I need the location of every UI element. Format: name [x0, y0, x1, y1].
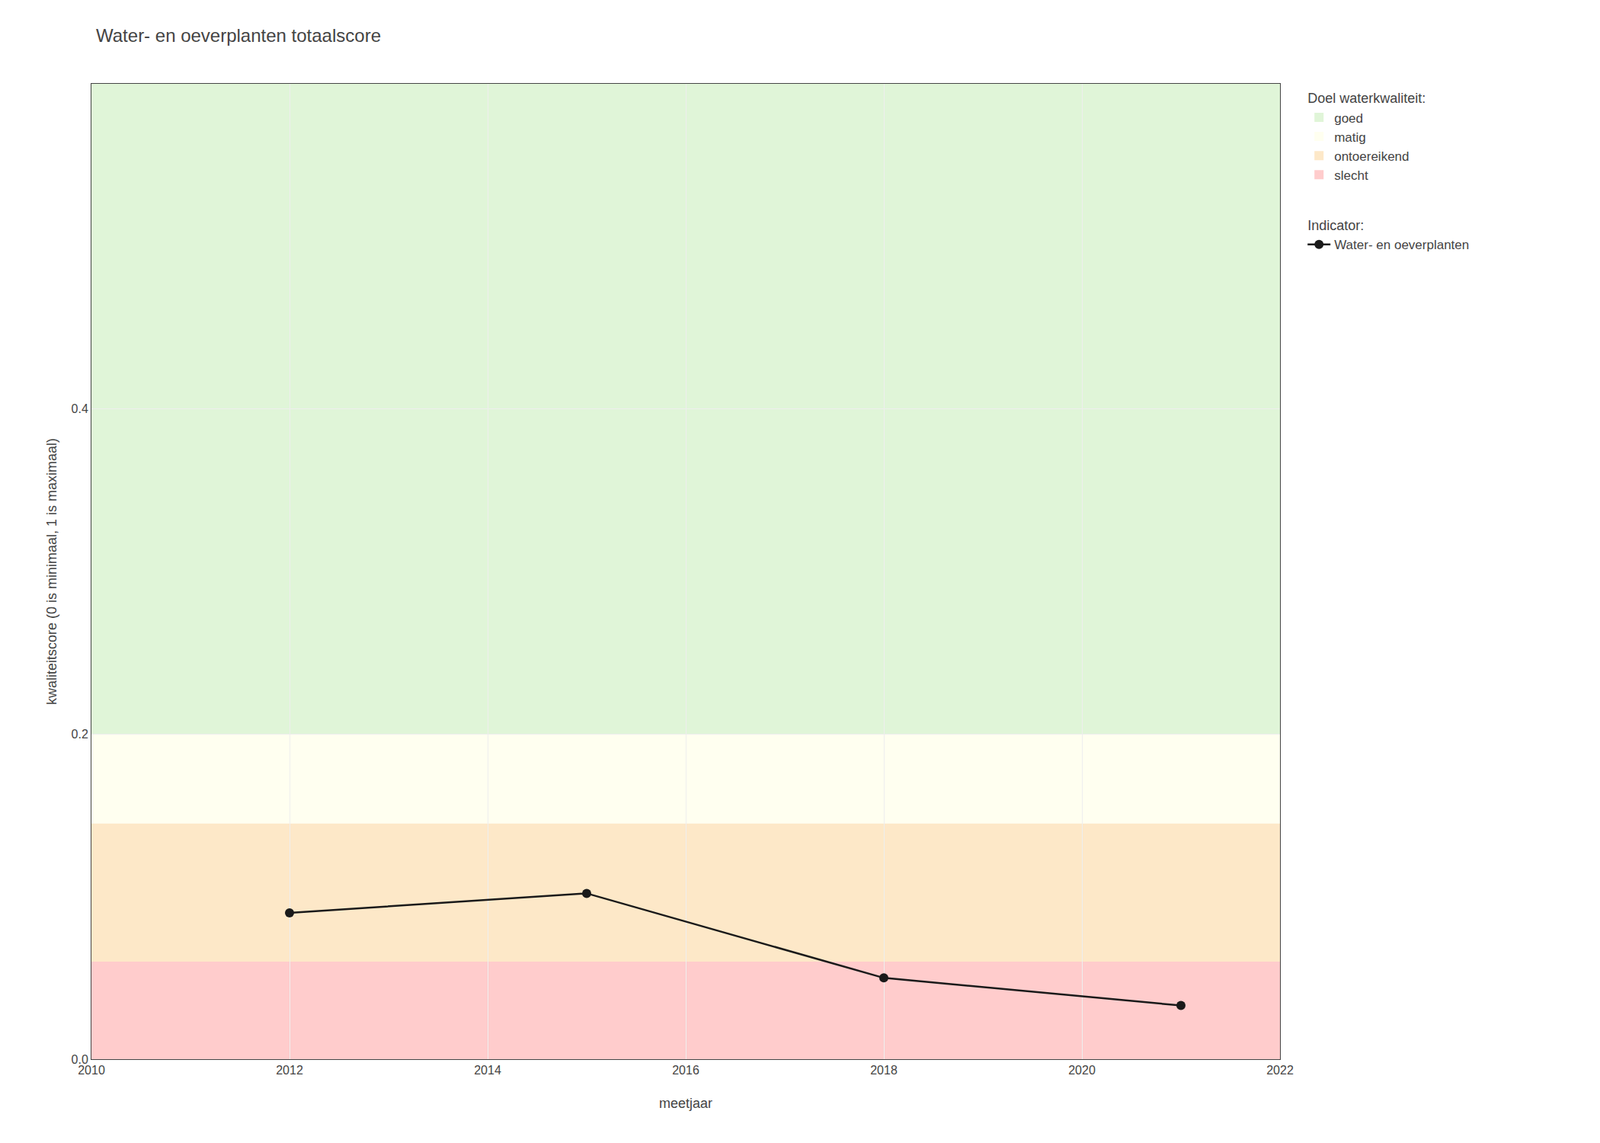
svg-text:kwaliteitscore (0 is minimaal,: kwaliteitscore (0 is minimaal, 1 is maxi… [44, 438, 60, 705]
svg-text:slecht: slecht [1334, 168, 1369, 183]
svg-text:0.4: 0.4 [71, 402, 89, 416]
svg-text:Doel waterkwaliteit:: Doel waterkwaliteit: [1307, 90, 1426, 106]
svg-text:0.0: 0.0 [71, 1052, 89, 1066]
svg-text:meetjaar: meetjaar [659, 1095, 713, 1111]
svg-text:2014: 2014 [473, 1063, 502, 1077]
svg-text:2018: 2018 [870, 1063, 898, 1077]
svg-text:ontoereikend: ontoereikend [1334, 149, 1409, 164]
svg-text:2020: 2020 [1068, 1063, 1096, 1077]
svg-text:Water- en oeverplanten: Water- en oeverplanten [1334, 237, 1469, 253]
svg-text:2022: 2022 [1266, 1063, 1294, 1077]
svg-text:2016: 2016 [672, 1063, 700, 1077]
svg-text:Water- en oeverplanten totaals: Water- en oeverplanten totaalscore [96, 25, 381, 46]
svg-text:0.2: 0.2 [71, 727, 89, 741]
svg-text:2010: 2010 [77, 1063, 106, 1077]
svg-text:goed: goed [1334, 111, 1364, 126]
svg-text:Indicator:: Indicator: [1307, 217, 1364, 234]
svg-text:matig: matig [1334, 130, 1367, 145]
svg-text:2012: 2012 [275, 1063, 304, 1077]
